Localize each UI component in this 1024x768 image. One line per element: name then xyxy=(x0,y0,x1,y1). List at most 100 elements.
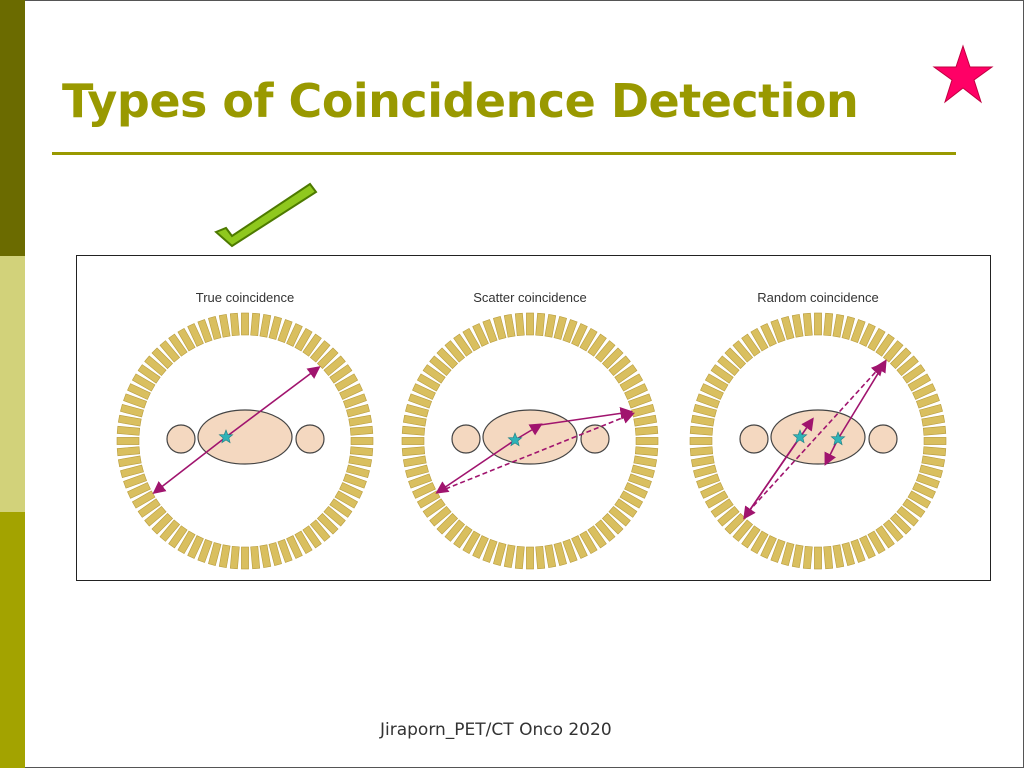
detector-crystal xyxy=(127,383,151,400)
detector-crystal xyxy=(116,446,141,457)
detector-crystal xyxy=(453,525,473,549)
detector-crystal xyxy=(579,530,598,555)
detector-crystal xyxy=(922,446,947,457)
detector-crystal xyxy=(462,327,481,352)
detector-crystal xyxy=(912,482,936,499)
detector-crystal xyxy=(700,383,724,400)
detector-crystal xyxy=(601,347,624,370)
detector-crystal xyxy=(921,455,946,468)
detector-crystal xyxy=(187,535,204,559)
detector-crystal xyxy=(482,538,498,563)
detector-crystal xyxy=(717,355,740,377)
detector-crystal xyxy=(229,545,240,570)
detector-crystal xyxy=(608,505,631,527)
detector-crystal xyxy=(923,437,947,445)
detector-crystal xyxy=(902,498,926,518)
source-star-icon xyxy=(218,429,234,444)
detector-crystal xyxy=(401,446,426,457)
detector-crystal xyxy=(503,544,516,569)
detector-crystal xyxy=(562,319,578,344)
detector-crystal xyxy=(316,512,339,535)
detector-crystal xyxy=(832,313,845,338)
detector-crystal xyxy=(401,437,425,445)
detector-crystal xyxy=(553,542,567,566)
detector-crystal xyxy=(323,355,346,377)
detector-crystal xyxy=(915,393,940,409)
detector-crystal xyxy=(724,512,747,535)
detector-crystal xyxy=(349,446,374,457)
detector-crystal xyxy=(690,414,715,427)
checkmark-icon xyxy=(214,182,318,248)
detector-crystal xyxy=(151,512,174,535)
title-underline xyxy=(52,152,956,155)
detector-crystal xyxy=(309,519,331,542)
detector-crystal xyxy=(137,364,161,384)
detector-crystal xyxy=(601,512,624,535)
detector-crystal xyxy=(619,490,644,509)
detector-crystal xyxy=(346,404,370,418)
detector-crystal xyxy=(802,545,813,570)
detector-crystal xyxy=(123,393,148,409)
detector-crystal xyxy=(472,535,489,559)
detector-crystal xyxy=(814,312,822,336)
detector-crystal xyxy=(791,544,804,569)
detector-crystal xyxy=(218,313,231,338)
detector-crystal xyxy=(117,455,142,468)
detector-crystal xyxy=(741,333,761,357)
detector-crystal xyxy=(710,364,734,384)
detector-crystal xyxy=(700,482,724,499)
gamma-ray-line xyxy=(435,439,516,494)
detector-crystal xyxy=(294,327,313,352)
detector-crystal xyxy=(875,333,895,357)
detector-crystal xyxy=(241,546,249,570)
slide-footer: Jiraporn_PET/CT Onco 2020 xyxy=(380,720,612,740)
phantom-left-arm xyxy=(166,424,196,454)
detector-crystal xyxy=(277,319,293,344)
detector-crystal xyxy=(915,473,940,489)
phantom-left-arm xyxy=(451,424,481,454)
detector-crystal xyxy=(408,473,433,489)
detector-crystal xyxy=(208,542,222,566)
detector-crystal xyxy=(732,519,754,542)
detector-crystal xyxy=(453,333,473,357)
detector-crystal xyxy=(416,490,441,509)
detector-crystal xyxy=(922,425,947,436)
detector-crystal xyxy=(482,319,498,344)
detector-crystal xyxy=(462,530,481,555)
detector-crystal xyxy=(218,544,231,569)
detector-crystal xyxy=(342,393,367,409)
detector-crystal xyxy=(250,545,261,570)
detector-crystal xyxy=(896,355,919,377)
phantom-right-arm xyxy=(295,424,325,454)
detector-crystal xyxy=(422,364,446,384)
detector-crystal xyxy=(562,538,578,563)
detector-crystal xyxy=(535,312,546,337)
panel-label-true: True coincidence xyxy=(195,290,295,305)
detector-crystal xyxy=(159,519,181,542)
detector-crystal xyxy=(514,312,525,337)
detector-crystal xyxy=(144,355,167,377)
detector-crystal xyxy=(144,505,167,527)
detector-crystal xyxy=(339,482,363,499)
detector-crystal xyxy=(633,414,658,427)
detector-crystal xyxy=(823,545,834,570)
detector-crystal xyxy=(197,319,213,344)
detector-crystal xyxy=(614,364,638,384)
detector-crystal xyxy=(329,498,353,518)
detector-crystal xyxy=(919,464,943,478)
detector-crystal xyxy=(168,333,188,357)
random-lor-dashed-line xyxy=(747,362,885,513)
detector-crystal xyxy=(117,414,142,427)
detector-crystal xyxy=(875,525,895,549)
phantom-right-arm xyxy=(868,424,898,454)
detector-crystal xyxy=(123,473,148,489)
detector-crystal xyxy=(781,542,795,566)
phantom-left-arm xyxy=(739,424,769,454)
detector-crystal xyxy=(841,542,855,566)
detector-crystal xyxy=(696,393,721,409)
detector-crystal xyxy=(348,455,373,468)
detector-crystal xyxy=(850,538,866,563)
detector-crystal xyxy=(750,530,769,555)
detector-crystal xyxy=(412,383,436,400)
